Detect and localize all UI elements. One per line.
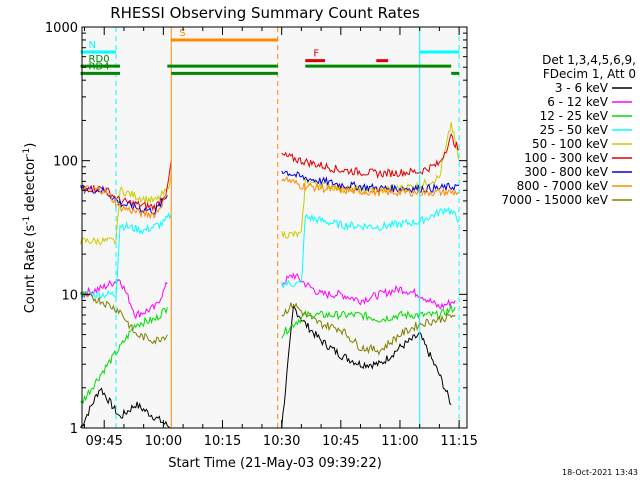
flag-label-2: F: [313, 49, 319, 60]
x-tick-label-4: 10:45: [322, 434, 359, 449]
legend-label-5: 100 - 300 keV: [524, 151, 608, 165]
axes-layer: 1 10 100 1000 09:45 10:00 10:15 10:30 10:45 11:00…: [45, 21, 478, 449]
y-axis-label: Count Rate (s-1 detector-1): [22, 143, 38, 314]
legend-label-1: 6 - 12 keV: [547, 95, 609, 109]
series-line-4: [80, 173, 172, 246]
x-tick-label-1: 10:00: [145, 434, 182, 449]
series-line-3: [281, 206, 460, 290]
x-tick-label-2: 10:15: [204, 434, 241, 449]
y-tick-label-0: 1: [70, 422, 78, 437]
legend-label-4: 50 - 100 keV: [532, 137, 609, 151]
flag-label-1: S: [179, 28, 185, 39]
legend-label-2: 12 - 25 keV: [540, 109, 609, 123]
legend-label-7: 800 - 7000 keV: [517, 179, 609, 193]
legend-label-8: 7000 - 15000 keV: [501, 193, 608, 207]
flag-label-4: RD4: [89, 61, 110, 72]
series-line-6: [281, 170, 460, 194]
series-line-2: [80, 307, 168, 405]
series-line-0: [80, 387, 172, 429]
series-line-8: [281, 302, 456, 356]
y-tick-label-3: 1000: [45, 21, 78, 36]
y-tick-label-2: 100: [53, 155, 78, 170]
x-tick-label-5: 11:00: [381, 434, 418, 449]
legend-label-0: 3 - 6 keV: [555, 81, 609, 95]
legend-header-1: FDecim 1, Att 0: [543, 67, 636, 81]
legend-label-3: 25 - 50 keV: [540, 123, 609, 137]
series-line-3: [80, 211, 172, 300]
series-line-1: [281, 272, 456, 310]
data-layer: [80, 122, 460, 429]
series-line-7: [80, 185, 168, 220]
x-tick-label-0: 09:45: [85, 434, 122, 449]
footer-timestamp: 18-Oct-2021 13:43: [562, 468, 638, 477]
series-line-0: [281, 303, 452, 429]
series-line-7: [281, 176, 460, 198]
series-line-8: [80, 291, 168, 345]
plot-area: [82, 27, 467, 428]
series-line-4: [281, 122, 460, 240]
legend: Det 1,3,4,5,6,9,FDecim 1, Att 03 - 6 keV…: [501, 53, 636, 207]
chart-title: RHESSI Observing Summary Count Rates: [110, 4, 420, 22]
series-line-1: [80, 279, 168, 320]
x-tick-label-3: 10:30: [263, 434, 300, 449]
plot-frame: [81, 26, 468, 429]
legend-label-6: 300 - 800 keV: [524, 165, 608, 179]
series-line-5: [281, 132, 460, 179]
y-tick-label-1: 10: [61, 288, 78, 303]
x-tick-label-6: 11:15: [440, 434, 477, 449]
flag-label-3: RD0: [89, 54, 110, 65]
series-line-2: [281, 304, 456, 339]
x-axis-label: Start Time (21-May-03 09:39:22): [168, 456, 382, 471]
legend-header-0: Det 1,3,4,5,6,9,: [542, 53, 636, 67]
flag-label-0: N: [89, 40, 96, 51]
